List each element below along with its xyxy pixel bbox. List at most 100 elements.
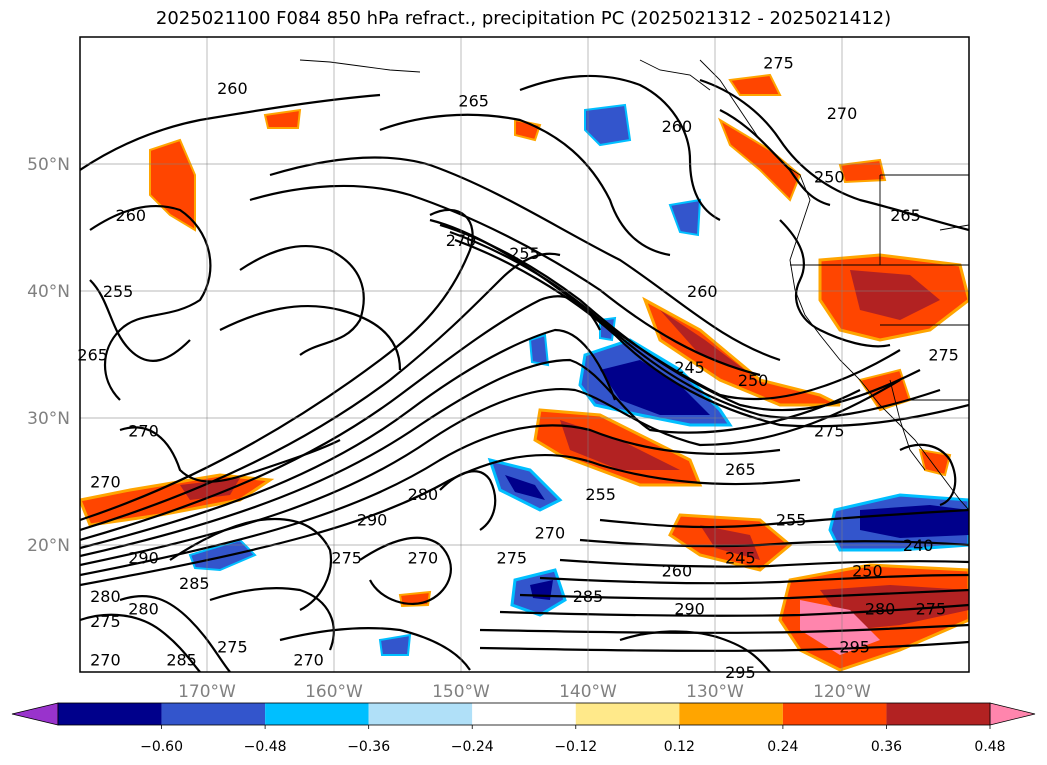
contour-label: 250: [814, 168, 845, 187]
contour-label: 255: [776, 511, 807, 530]
lat-tick-label: 40°N: [27, 282, 70, 302]
contour-label: 240: [903, 536, 934, 555]
contour-label: 280: [90, 587, 121, 606]
lon-tick-label: 120°W: [813, 682, 871, 702]
precip-patch: [838, 158, 887, 184]
colorbar-extend-high: [989, 702, 1036, 726]
contour-label: 265: [77, 346, 108, 365]
precip-patch: [584, 103, 632, 147]
colorbar-tick-label: −0.24: [451, 739, 494, 755]
contour-label: 275: [217, 638, 248, 657]
contour-label: 275: [90, 612, 121, 631]
colorbar-segment: [575, 703, 680, 725]
colorbar-segment: [679, 703, 783, 725]
contour-label: 250: [852, 561, 883, 580]
contour-label: 270: [90, 650, 121, 669]
precip-patch: [660, 310, 745, 370]
contour-label: 265: [458, 92, 489, 111]
contour-label: 260: [662, 117, 693, 136]
contour-label: 290: [674, 600, 705, 619]
contour-label: 285: [179, 574, 210, 593]
contour-label: 270: [293, 650, 324, 669]
colorbar: −0.60 −0.48 −0.36 −0.24 −0.12 0.12 0.24 0.36 0.4…: [11, 702, 1036, 755]
contour-label: 270: [446, 231, 477, 250]
contour-label: 295: [839, 638, 870, 657]
precip-patch: [528, 333, 550, 367]
colorbar-frame: [57, 702, 991, 726]
precip-patch: [180, 478, 240, 500]
contour-label: 290: [357, 511, 388, 530]
colorbar-segment: [368, 703, 473, 725]
lat-tick-label: 50°N: [27, 155, 70, 175]
contour-label: 275: [497, 549, 528, 568]
contour-label: 265: [890, 206, 921, 225]
contour-label: 295: [725, 663, 756, 682]
latitude-labels: 20°N 30°N 40°N 50°N: [27, 155, 70, 556]
contour-label: 260: [116, 206, 147, 225]
precip-patch: [642, 296, 841, 407]
lon-tick-label: 150°W: [432, 682, 490, 702]
precip-patch: [860, 505, 969, 538]
colorbar-tick-label: 0.24: [767, 739, 798, 755]
precip-patch: [263, 108, 302, 129]
precip-patch: [668, 198, 702, 237]
colorbar-segment: [161, 703, 266, 725]
colorbar-segment: [58, 703, 162, 725]
contour-labels: 260 265 275 270 260 250 265 260 270 255 260 255 265 2…: [77, 53, 958, 682]
contour-label: 245: [725, 549, 756, 568]
precip-patch: [149, 138, 196, 232]
contour-label: 275: [763, 53, 794, 72]
colorbar-extend-low: [11, 702, 59, 726]
contour-label: 280: [408, 485, 439, 504]
longitude-labels: 170°W 160°W 150°W 140°W 130°W 120°W: [178, 682, 871, 702]
colorbar-segment: [886, 703, 990, 725]
chart-title: 2025021100 F084 850 hPa refract., precip…: [155, 8, 892, 29]
contour-label: 270: [408, 549, 439, 568]
colorbar-tick-label: 0.36: [871, 739, 902, 755]
graticule: [80, 37, 969, 672]
contour-label: 270: [535, 523, 566, 542]
contour-label: 280: [865, 600, 896, 619]
colorbar-tick-label: −0.12: [554, 739, 597, 755]
lon-tick-label: 140°W: [559, 682, 617, 702]
lon-tick-label: 130°W: [686, 682, 744, 702]
contour-label: 265: [725, 460, 756, 479]
colorbar-tick-label: 0.12: [664, 739, 695, 755]
contour-label: 270: [90, 473, 121, 492]
precip-patch: [717, 117, 802, 202]
precip-patch: [378, 633, 412, 656]
precip-patch: [850, 270, 940, 320]
contour-label: 245: [674, 358, 705, 377]
colorbar-tick-label: −0.48: [244, 739, 287, 755]
colorbar-segment: [265, 703, 369, 725]
colorbar-segment: [472, 703, 576, 725]
contour-label: 270: [128, 422, 159, 441]
coastlines: [299, 59, 969, 511]
contour-label: 250: [738, 371, 769, 390]
contour-label: 275: [331, 549, 362, 568]
contour-label: 290: [128, 549, 159, 568]
lon-tick-label: 160°W: [305, 682, 363, 702]
colorbar-tick-label: −0.60: [140, 739, 183, 755]
contour-label: 270: [827, 104, 858, 123]
precip-patch: [505, 475, 545, 500]
colorbar-tick-label: 0.48: [974, 739, 1005, 755]
lat-tick-label: 30°N: [27, 409, 70, 429]
lon-tick-label: 170°W: [178, 682, 236, 702]
contour-label: 255: [585, 485, 616, 504]
contour-label: 275: [814, 422, 845, 441]
contour-label: 255: [103, 282, 134, 301]
contour-label: 255: [509, 244, 540, 263]
contour-label: 275: [928, 346, 959, 365]
contour-label: 280: [128, 600, 159, 619]
contour-label: 285: [573, 587, 604, 606]
colorbar-tick-label: −0.36: [347, 739, 390, 755]
precip-patch: [560, 420, 680, 470]
contour-label: 275: [916, 600, 947, 619]
precip-patch: [728, 73, 782, 96]
contour-label: 260: [217, 79, 248, 98]
colorbar-segment: [782, 703, 887, 725]
contour-label: 260: [687, 282, 718, 301]
lat-tick-label: 20°N: [27, 536, 70, 556]
